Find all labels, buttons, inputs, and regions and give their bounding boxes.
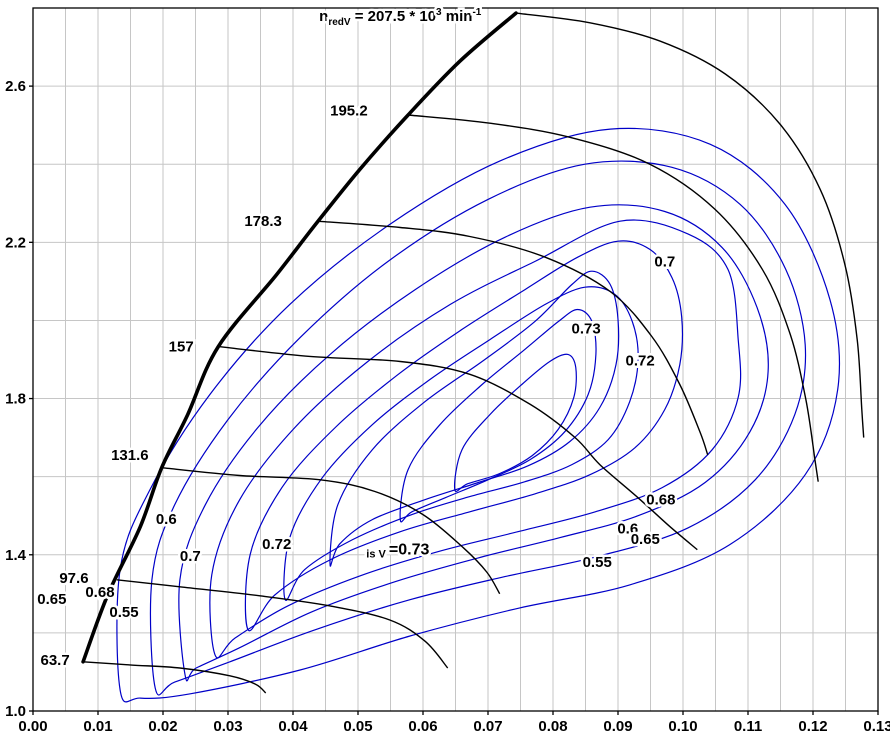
x-tick-label: 0.05 bbox=[343, 718, 372, 735]
efficiency-annotation: is V =0.73 bbox=[366, 542, 429, 561]
x-tick-label: 0.10 bbox=[668, 718, 697, 735]
x-tick-label: 0.12 bbox=[798, 718, 827, 735]
efficiency-contour-0.7 bbox=[244, 240, 684, 632]
efficiency-contour-0.55 bbox=[116, 127, 841, 703]
efficiency-label: 0.65 bbox=[37, 591, 66, 608]
efficiency-label: 0.68 bbox=[646, 492, 675, 509]
x-tick-label: 0.04 bbox=[278, 718, 308, 735]
y-tick-label: 2.6 bbox=[5, 78, 26, 95]
x-tick-label: 0.13 bbox=[863, 718, 890, 735]
efficiency-contour-0.6 bbox=[149, 160, 807, 696]
x-tick-label: 0.06 bbox=[408, 718, 437, 735]
efficiency-label: 0.6 bbox=[156, 511, 177, 528]
x-tick-label: 0.00 bbox=[18, 718, 47, 735]
efficiency-contour-inner bbox=[399, 308, 597, 523]
plot-border bbox=[32, 7, 879, 712]
efficiency-label: 0.72 bbox=[262, 536, 291, 553]
speed-line-63.7 bbox=[83, 661, 267, 694]
x-tick-label: 0.08 bbox=[538, 718, 567, 735]
x-tick-label: 0.07 bbox=[473, 718, 502, 735]
efficiency-label: 0.7 bbox=[654, 253, 675, 270]
x-tick-label: 0.01 bbox=[83, 718, 112, 735]
efficiency-label: 0.72 bbox=[625, 353, 654, 370]
speed-line-label: 63.7 bbox=[40, 652, 69, 669]
speed-line-label: 178.3 bbox=[244, 213, 282, 230]
speed-line-label: 157 bbox=[169, 339, 194, 356]
efficiency-contour-inner bbox=[454, 353, 577, 493]
efficiency-contour-0.68 bbox=[209, 219, 742, 659]
speed-line-207.5 bbox=[515, 12, 865, 438]
x-tick-label: 0.03 bbox=[213, 718, 242, 735]
efficiency-contour-0.73 bbox=[329, 270, 620, 567]
efficiency-label: 0.7 bbox=[180, 548, 201, 565]
chart-title: nredV = 207.5 * 103 min-1 bbox=[319, 7, 482, 28]
efficiency-contour-0.65 bbox=[178, 204, 769, 682]
efficiency-contour-0.72 bbox=[283, 286, 639, 601]
speed-line-178.3 bbox=[317, 220, 709, 456]
speed-line-131.6 bbox=[161, 467, 501, 595]
speed-line-157 bbox=[218, 345, 698, 551]
y-tick-label: 2.2 bbox=[5, 234, 26, 251]
speed-line-97.6 bbox=[116, 579, 449, 669]
surge-line bbox=[81, 11, 518, 664]
efficiency-label: 0.6 bbox=[617, 521, 638, 538]
y-tick-label: 1.0 bbox=[5, 703, 26, 720]
x-tick-label: 0.11 bbox=[734, 718, 762, 735]
speed-line-label: 195.2 bbox=[330, 102, 368, 119]
x-tick-label: 0.09 bbox=[603, 718, 632, 735]
efficiency-label: 0.55 bbox=[583, 554, 612, 571]
efficiency-label: 0.65 bbox=[631, 531, 660, 548]
efficiency-label: 0.68 bbox=[85, 584, 114, 601]
y-tick-label: 1.8 bbox=[5, 391, 26, 408]
speed-line-label: 97.6 bbox=[59, 570, 88, 587]
efficiency-label: 0.73 bbox=[572, 321, 601, 338]
x-tick-label: 0.02 bbox=[148, 718, 177, 735]
y-tick-label: 1.4 bbox=[5, 547, 27, 564]
speed-line-label: 131.6 bbox=[111, 447, 149, 464]
efficiency-label: 0.55 bbox=[109, 604, 138, 621]
speed-line-195.2 bbox=[408, 114, 819, 482]
